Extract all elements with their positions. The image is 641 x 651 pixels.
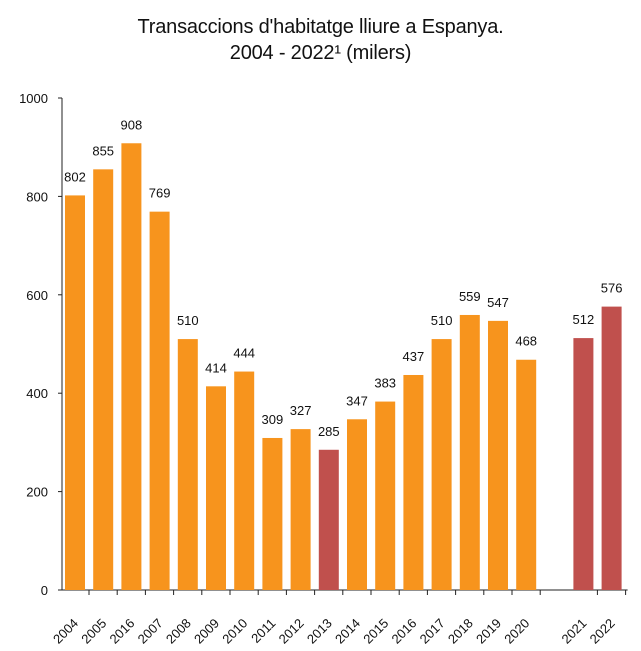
bar (573, 338, 594, 590)
bar (290, 429, 311, 590)
bar-value-label: 327 (290, 403, 312, 418)
bar-value-label: 576 (601, 281, 623, 296)
bar-value-label: 802 (64, 169, 86, 184)
y-tick-label: 400 (26, 386, 48, 401)
bar-value-label: 383 (374, 376, 396, 391)
bar-value-label: 285 (318, 424, 340, 439)
bar (262, 437, 283, 590)
x-tick-label: 2010 (219, 616, 250, 647)
x-tick-label: 2017 (417, 616, 448, 647)
bar (403, 374, 424, 590)
bar-value-label: 510 (431, 313, 453, 328)
x-tick-label: 2022 (587, 616, 618, 647)
x-tick-label: 2004 (50, 616, 81, 647)
bar-value-label: 559 (459, 289, 481, 304)
bar (375, 401, 396, 590)
x-tick-label: 2011 (248, 616, 278, 646)
bar (177, 339, 198, 590)
x-tick-label: 2013 (304, 616, 335, 647)
y-tick-label: 600 (26, 288, 48, 303)
x-tick-label: 2021 (558, 616, 589, 647)
bar-value-label: 510 (177, 313, 199, 328)
y-tick-label: 800 (26, 189, 48, 204)
y-tick-label: 0 (41, 583, 48, 598)
bar (516, 359, 537, 590)
bar-value-label: 547 (487, 295, 509, 310)
x-tick-label: 2016 (388, 616, 419, 647)
bar (347, 419, 367, 590)
bar-value-labels: 802 855 908 769 510 414 444 309 327 285 347 383 437 5… (64, 117, 622, 439)
bar-value-label: 309 (262, 412, 284, 427)
bar-value-label: 414 (205, 360, 227, 375)
chart-subtitle: 2004 - 2022¹ (milers) (229, 42, 412, 64)
bar-value-label: 347 (346, 393, 368, 408)
x-tick-label: 2018 (445, 616, 476, 647)
bar-value-label: 855 (92, 143, 114, 158)
bar (65, 195, 85, 590)
bar (206, 386, 226, 590)
bar (93, 169, 114, 590)
bars (65, 143, 622, 591)
bar (459, 314, 480, 590)
x-tick-label: 2020 (501, 616, 532, 647)
x-tick-label: 2019 (473, 616, 504, 647)
y-tick-label: 1000 (19, 91, 48, 106)
x-tick-label: 2016 (106, 616, 137, 647)
bar-value-label: 908 (121, 117, 143, 132)
x-tick-label: 2014 (332, 616, 363, 647)
x-tick-label: 2015 (360, 616, 391, 647)
bar (234, 371, 255, 590)
chart-title-block: Transaccions d'habitatge lliure a Espany… (0, 14, 641, 66)
x-tick-label: 2012 (276, 616, 307, 647)
bar (488, 320, 508, 590)
x-tick-label: 2008 (163, 616, 194, 647)
bar-value-label: 437 (403, 349, 425, 364)
bar-value-label: 769 (149, 186, 171, 201)
chart-title: Transaccions d'habitatge lliure a Espany… (137, 16, 504, 38)
bar (318, 449, 339, 590)
bar-value-label: 468 (515, 334, 537, 349)
bar (149, 211, 170, 591)
bar (601, 306, 622, 590)
x-tick-label: 2007 (135, 616, 166, 647)
x-axis-labels: 2004200520162007200820092010201120122013… (50, 616, 618, 647)
bar (121, 143, 142, 590)
bar-value-label: 444 (233, 346, 255, 361)
x-tick-label: 2009 (191, 616, 222, 647)
x-tick-label: 2005 (78, 616, 109, 647)
bar-value-label: 512 (573, 312, 595, 327)
y-tick-label: 200 (26, 485, 48, 500)
bar (431, 339, 452, 590)
